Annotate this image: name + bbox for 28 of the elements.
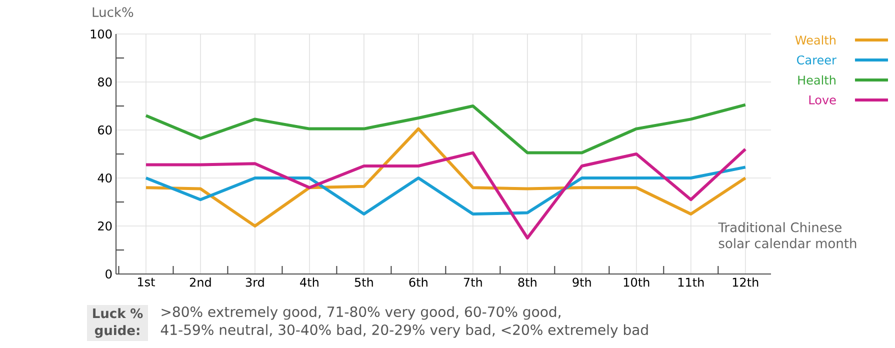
y-axis-title: Luck% xyxy=(92,6,134,18)
x-tick-label: 3rd xyxy=(246,278,264,287)
text: >80% extremely good, 71-80% very good, 60-70% good, xyxy=(162,306,560,320)
x-tick-label: 6th xyxy=(409,278,428,287)
x-axis-title: Traditional Chinese solar calendar month xyxy=(718,222,856,248)
x-tick-label: 2nd xyxy=(190,278,211,287)
y-tick-label: 100 xyxy=(90,29,112,39)
text: 41-59% neutral, 30-40% bad, 20-29% very bad, <20% extremely bad xyxy=(160,324,648,338)
y-tick-label: 60 xyxy=(98,125,112,135)
y-tick-label: 40 xyxy=(98,173,112,183)
y-tick-label: 80 xyxy=(98,77,112,87)
x-tick-label: 1st xyxy=(138,278,155,286)
x-tick-label: 8th xyxy=(518,278,536,287)
x-tick-label: 7th xyxy=(464,278,482,287)
y-tick-label: 0 xyxy=(106,269,112,279)
text: Luck % guide: xyxy=(93,308,143,338)
line-series xyxy=(144,103,747,154)
legend-label: Wealth xyxy=(795,35,836,45)
y-tick-label: 20 xyxy=(98,221,112,231)
legend-label: Career xyxy=(797,55,836,65)
legend-label: Love xyxy=(809,96,836,104)
x-tick-label: 4th xyxy=(300,278,318,287)
x-tick-label: 12th xyxy=(732,278,758,287)
x-tick-label: 10th xyxy=(624,278,650,287)
x-tick-label: 9th xyxy=(572,278,591,287)
x-tick-label: 11th xyxy=(678,278,704,287)
legend-label: Health xyxy=(798,75,836,85)
x-tick-label: 5th xyxy=(354,278,373,287)
